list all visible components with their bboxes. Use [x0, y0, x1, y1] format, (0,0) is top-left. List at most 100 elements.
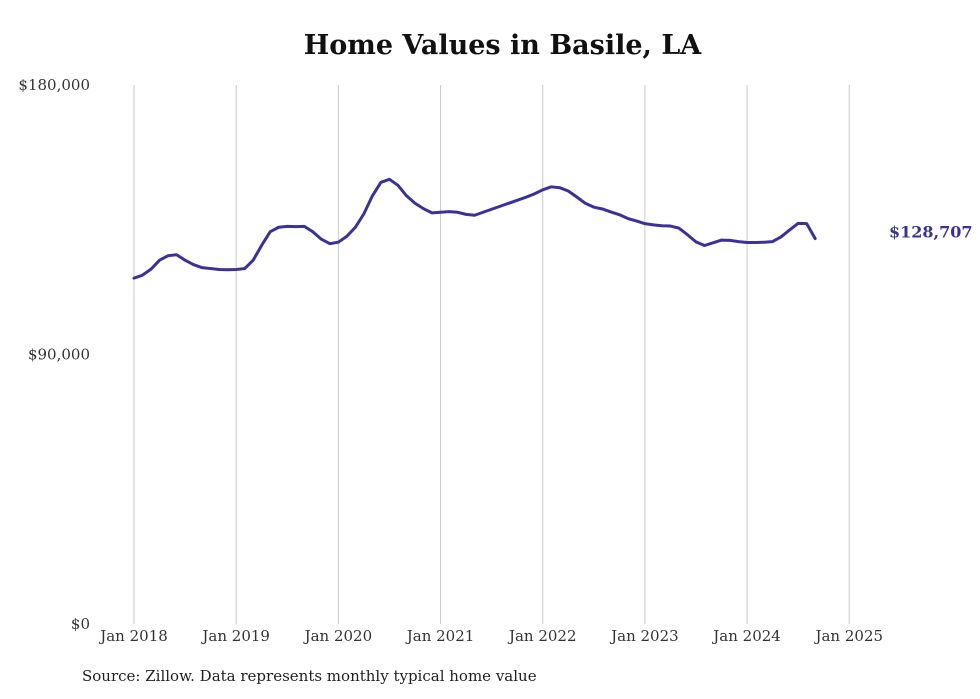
series-points [132, 178, 817, 280]
data-point [567, 189, 570, 193]
data-point [779, 235, 783, 239]
data-point [669, 224, 672, 228]
data-point [456, 211, 459, 214]
data-point [269, 230, 272, 233]
data-point [737, 240, 740, 243]
x-tick-label: Jan 2024 [711, 627, 781, 645]
data-point [183, 258, 187, 262]
end-value-label: $128,707 [889, 223, 973, 242]
data-point [464, 213, 468, 216]
data-point [550, 185, 553, 189]
data-point [618, 213, 621, 216]
data-point [277, 226, 280, 229]
x-tick-label: Jan 2022 [507, 627, 577, 645]
data-point [243, 267, 246, 270]
x-tick-label: Jan 2021 [405, 627, 475, 645]
data-point [609, 210, 613, 214]
data-point [405, 194, 408, 197]
data-point [796, 222, 800, 225]
data-point [371, 194, 374, 197]
data-point [132, 276, 136, 280]
data-point [217, 268, 221, 271]
data-point [575, 195, 578, 199]
data-point [498, 205, 502, 208]
x-tick-label: Jan 2025 [813, 627, 883, 645]
data-point [447, 210, 451, 213]
data-point [430, 211, 434, 215]
data-point [711, 241, 715, 245]
data-point [728, 239, 732, 242]
data-point [541, 188, 544, 192]
data-point [805, 222, 808, 225]
data-point [533, 192, 536, 196]
data-point [158, 258, 161, 262]
data-point [584, 202, 587, 205]
source-note: Source: Zillow. Data represents monthly … [82, 667, 537, 685]
data-point [524, 196, 527, 199]
data-point [286, 225, 289, 228]
data-point [396, 184, 400, 187]
data-point [234, 268, 238, 271]
data-point [209, 267, 212, 270]
data-point [149, 267, 153, 271]
data-point [226, 268, 229, 271]
data-point [694, 240, 698, 244]
data-point [558, 186, 561, 189]
x-tick-label: Jan 2020 [303, 627, 373, 645]
y-axis-ticks: $0 $90,000 $180,000 [18, 76, 90, 633]
x-tick-label: Jan 2019 [200, 627, 270, 645]
data-point [652, 223, 655, 227]
data-point [762, 241, 766, 244]
data-point [362, 212, 366, 215]
data-point [192, 263, 195, 266]
data-point [814, 237, 817, 240]
data-point [507, 202, 510, 205]
data-point [601, 207, 604, 211]
data-point [720, 238, 723, 242]
data-point [771, 240, 774, 243]
data-point [303, 225, 306, 228]
data-point [754, 241, 757, 244]
x-tick-label: Jan 2018 [98, 627, 168, 645]
data-point [626, 217, 630, 220]
data-point [141, 273, 144, 277]
data-point [311, 230, 315, 233]
y-tick-label: $90,000 [28, 346, 90, 364]
data-point [379, 181, 383, 184]
data-point [592, 205, 596, 209]
data-point [388, 178, 391, 181]
x-axis-ticks: Jan 2018 Jan 2019 Jan 2020 Jan 2021 Jan 2022… [98, 627, 883, 645]
data-point [643, 222, 647, 225]
chart-title: Home Values in Basile, LA [303, 30, 702, 61]
data-point [354, 226, 357, 229]
data-point [686, 233, 689, 236]
gridlines [133, 85, 850, 624]
data-point [200, 266, 204, 269]
data-point [439, 211, 442, 214]
data-point [660, 224, 664, 227]
data-point [328, 242, 332, 245]
data-point [515, 199, 519, 202]
data-point [320, 238, 323, 241]
x-tick-label: Jan 2023 [609, 627, 679, 645]
data-point [260, 244, 263, 247]
data-point [788, 228, 791, 232]
data-point [422, 207, 425, 210]
data-point [745, 241, 749, 244]
data-point [490, 208, 493, 211]
data-point [337, 241, 340, 244]
y-tick-label: $180,000 [18, 76, 90, 94]
data-point [703, 244, 706, 247]
data-point [635, 219, 638, 223]
data-point [175, 253, 178, 256]
data-point [294, 225, 297, 228]
data-point [473, 214, 476, 217]
data-point [481, 211, 485, 214]
data-point [345, 235, 349, 238]
data-point [166, 254, 170, 257]
data-point [677, 226, 681, 230]
data-point [413, 202, 417, 205]
data-point [252, 258, 255, 262]
y-tick-label: $0 [71, 615, 90, 633]
